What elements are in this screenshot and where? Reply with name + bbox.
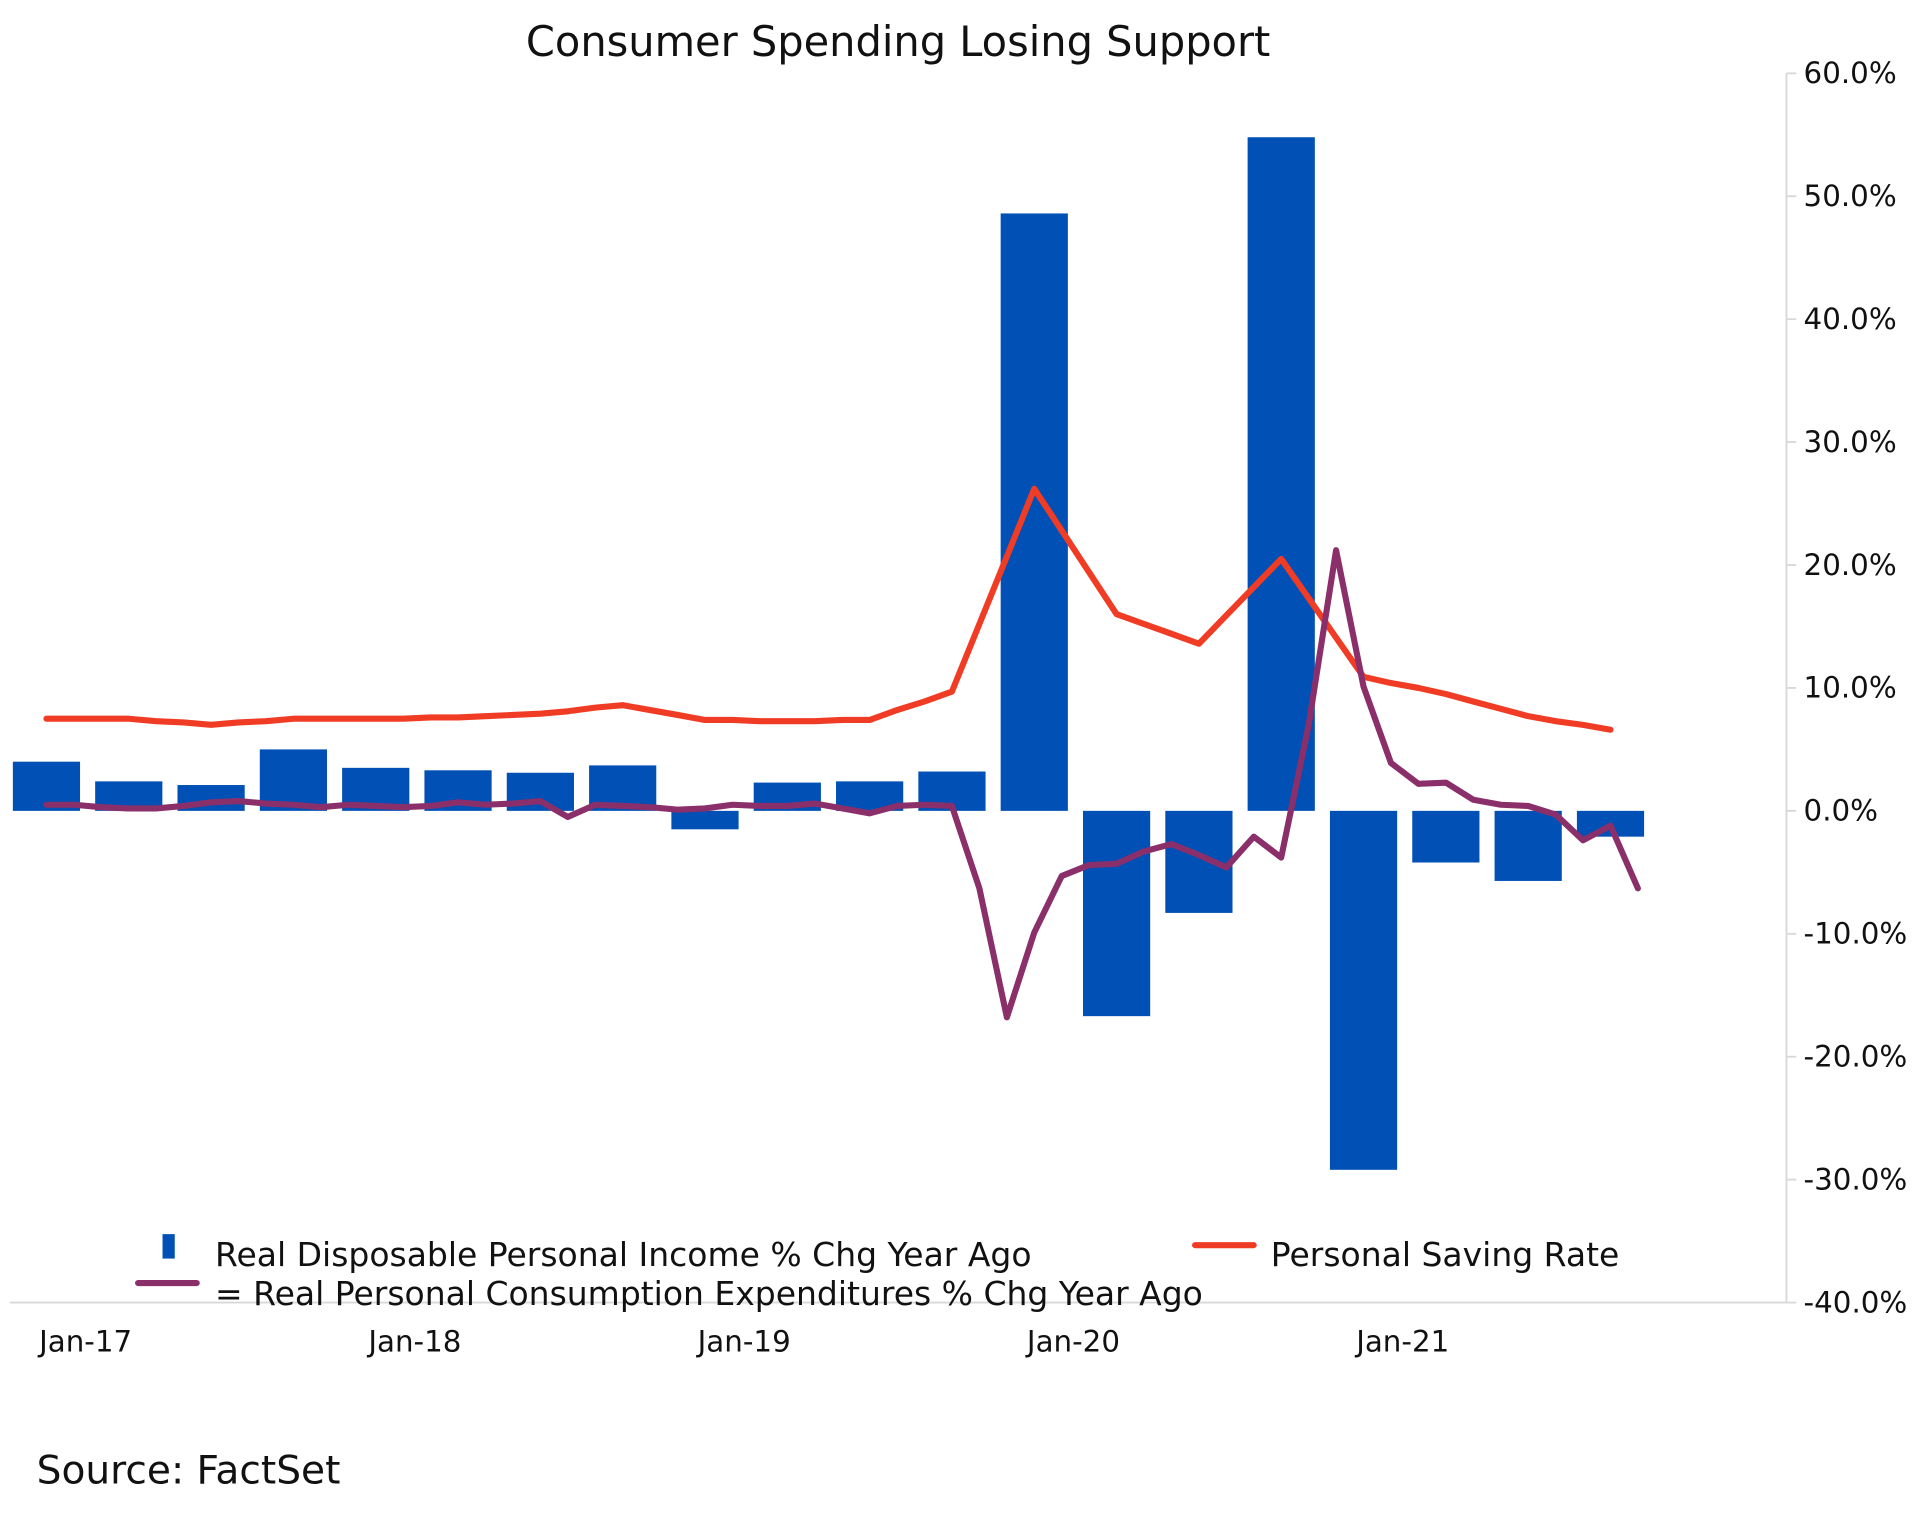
y-tick-label: -30.0% xyxy=(1804,1162,1908,1196)
x-tick-label: Jan-21 xyxy=(1354,1324,1449,1358)
source-note: Source: FactSet xyxy=(37,1448,341,1493)
bar xyxy=(1494,810,1562,881)
bar xyxy=(1329,810,1398,1170)
legend-label: = Real Personal Consumption Expenditures… xyxy=(215,1274,1203,1313)
bar xyxy=(1082,810,1151,1017)
y-tick-label: -20.0% xyxy=(1804,1039,1908,1073)
y-tick-label: -40.0% xyxy=(1804,1285,1908,1319)
y-tick-label: -10.0% xyxy=(1804,917,1908,951)
y-tick-label: 30.0% xyxy=(1804,425,1897,459)
x-tick-label: Jan-20 xyxy=(1025,1324,1120,1358)
line xyxy=(43,547,1641,1021)
legend-swatch xyxy=(162,1234,175,1259)
bar xyxy=(671,810,739,830)
bar xyxy=(259,749,328,811)
chart-title: Consumer Spending Losing Support xyxy=(526,17,1270,66)
x-tick-label: Jan-18 xyxy=(366,1324,461,1358)
legend-label: Real Disposable Personal Income % Chg Ye… xyxy=(215,1235,1031,1274)
bar xyxy=(1412,810,1480,863)
y-tick-label: 0.0% xyxy=(1804,794,1878,828)
line xyxy=(43,485,1614,733)
bar xyxy=(1165,810,1233,913)
y-tick-label: 20.0% xyxy=(1804,548,1897,582)
bar xyxy=(1000,213,1068,811)
y-tick-label: 10.0% xyxy=(1804,671,1897,705)
x-tick-label: Jan-19 xyxy=(696,1324,791,1358)
y-tick-label: 50.0% xyxy=(1804,179,1897,213)
legend-label: Personal Saving Rate xyxy=(1271,1235,1620,1274)
x-tick-label: Jan-17 xyxy=(37,1324,132,1358)
bar xyxy=(1247,137,1315,811)
y-tick-label: 40.0% xyxy=(1804,302,1897,336)
y-tick-label: 60.0% xyxy=(1804,56,1897,90)
